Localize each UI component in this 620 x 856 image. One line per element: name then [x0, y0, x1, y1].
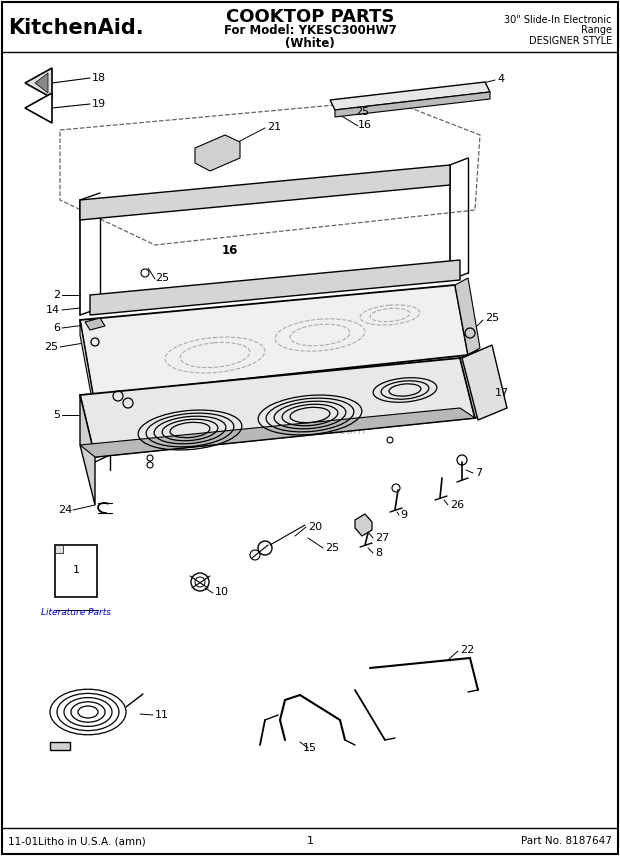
Text: 27: 27: [375, 533, 389, 543]
Polygon shape: [80, 408, 475, 457]
Text: 14: 14: [46, 305, 60, 315]
Bar: [50, 742, 70, 750]
Text: 25: 25: [325, 543, 339, 553]
Text: 11-01Litho in U.S.A. (amn): 11-01Litho in U.S.A. (amn): [8, 836, 146, 846]
Text: 21: 21: [267, 122, 281, 132]
Text: 2: 2: [53, 290, 60, 300]
Polygon shape: [85, 318, 105, 330]
Text: Range: Range: [581, 25, 612, 35]
Polygon shape: [35, 73, 48, 93]
Polygon shape: [80, 165, 450, 220]
Text: Literature Parts: Literature Parts: [41, 608, 111, 617]
Polygon shape: [80, 320, 93, 405]
Text: 25: 25: [155, 273, 169, 283]
Text: 10: 10: [215, 587, 229, 597]
Text: Part No. 8187647: Part No. 8187647: [521, 836, 612, 846]
Text: (White): (White): [285, 37, 335, 50]
Text: 11: 11: [155, 710, 169, 720]
Text: 20: 20: [308, 522, 322, 532]
Text: 24: 24: [58, 505, 72, 515]
Text: 19: 19: [92, 99, 106, 109]
Bar: [55, 545, 97, 597]
Text: 15: 15: [303, 743, 317, 753]
Text: DESIGNER STYLE: DESIGNER STYLE: [529, 36, 612, 46]
Polygon shape: [80, 285, 468, 395]
Text: 1: 1: [306, 836, 314, 846]
Text: 9: 9: [400, 510, 407, 520]
Text: 6: 6: [53, 323, 60, 333]
Text: 30" Slide-In Electronic: 30" Slide-In Electronic: [505, 15, 612, 25]
Text: 8: 8: [375, 548, 382, 558]
Polygon shape: [25, 68, 52, 98]
Polygon shape: [460, 350, 492, 418]
Text: eReplacementParts.com: eReplacementParts.com: [214, 424, 366, 437]
Text: 1: 1: [73, 565, 79, 575]
Polygon shape: [25, 93, 52, 123]
Text: For Model: YKESC300HW7: For Model: YKESC300HW7: [224, 23, 396, 37]
Text: 22: 22: [460, 645, 474, 655]
Text: 18: 18: [92, 73, 106, 83]
Polygon shape: [455, 278, 480, 355]
Text: COOKTOP PARTS: COOKTOP PARTS: [226, 8, 394, 26]
Polygon shape: [80, 395, 95, 505]
Polygon shape: [335, 92, 490, 117]
Text: 25: 25: [44, 342, 58, 352]
Text: 16: 16: [222, 243, 238, 257]
Text: 4: 4: [497, 74, 504, 84]
Polygon shape: [355, 514, 372, 536]
Text: 16: 16: [358, 120, 372, 130]
Text: KitchenAid.: KitchenAid.: [8, 18, 144, 38]
Polygon shape: [55, 545, 63, 553]
Text: 25: 25: [485, 313, 499, 323]
Polygon shape: [90, 260, 460, 315]
Polygon shape: [462, 345, 507, 420]
Text: 5: 5: [53, 410, 60, 420]
Text: 17: 17: [495, 388, 509, 398]
Text: 25: 25: [355, 107, 369, 117]
Polygon shape: [195, 135, 240, 171]
Text: 26: 26: [450, 500, 464, 510]
Polygon shape: [80, 358, 475, 457]
Polygon shape: [330, 82, 490, 110]
Text: 7: 7: [475, 468, 482, 478]
